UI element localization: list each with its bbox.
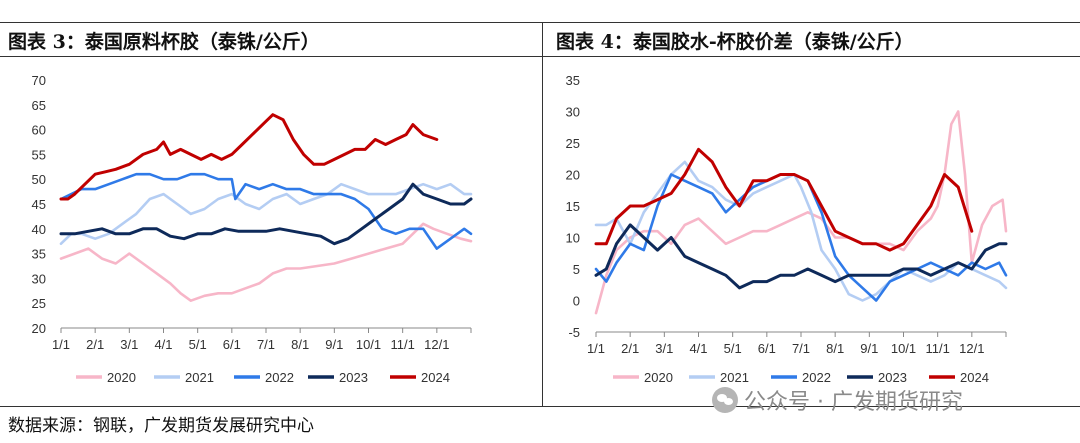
y-tick-label: 30 <box>32 271 46 286</box>
series-line-2024 <box>59 113 439 201</box>
y-tick-label: 35 <box>566 73 580 88</box>
x-tick-label: 4/1 <box>154 337 172 352</box>
y-tick-label: 70 <box>32 73 46 88</box>
panel-divider <box>542 22 543 406</box>
legend-label-2024: 2024 <box>960 370 989 385</box>
legend-label-2021: 2021 <box>185 370 214 385</box>
y-tick-label: 25 <box>32 296 46 311</box>
x-tick-label: 1/1 <box>587 341 605 356</box>
x-tick-label: 2/1 <box>621 341 639 356</box>
watermark: 公众号 · 广发期货研究 <box>712 384 963 416</box>
x-tick-label: 3/1 <box>655 341 673 356</box>
x-tick-label: 10/1 <box>891 341 916 356</box>
title-rule-right <box>543 56 1080 57</box>
title-rule-left <box>0 56 542 57</box>
series-line-2024 <box>594 147 974 252</box>
x-tick-label: 7/1 <box>792 341 810 356</box>
legend-label-2022: 2022 <box>802 370 831 385</box>
latex-cup-spread-chart: -5 0 5 10 15 20 25 30 35 1/1 2/1 3/1 4/1 5/1 6/1 7/1 8/1… <box>566 73 1008 385</box>
legend-label-2021: 2021 <box>720 370 749 385</box>
series-line-2020 <box>594 110 1008 315</box>
x-tick-label: 11/1 <box>390 337 414 352</box>
x-tick-label: 1/1 <box>52 337 70 352</box>
legend-label-2024: 2024 <box>421 370 450 385</box>
legend-label-2020: 2020 <box>644 370 673 385</box>
chart-title-right: 图表 4：泰国胶水-杯胶价差（泰铢/公斤） <box>556 31 914 53</box>
y-tick-label: 45 <box>32 197 46 212</box>
series-line-2022 <box>59 172 473 250</box>
x-tick-label: 12/1 <box>959 341 984 356</box>
x-tick-label: 7/1 <box>257 337 275 352</box>
x-tick-label: 8/1 <box>291 337 309 352</box>
y-tick-label: 50 <box>32 172 46 187</box>
y-tick-label: 55 <box>32 147 46 162</box>
legend-label-2023: 2023 <box>339 370 368 385</box>
legend-label-2020: 2020 <box>107 370 136 385</box>
x-tick-label: 9/1 <box>325 337 343 352</box>
legend-label-2022: 2022 <box>265 370 294 385</box>
x-tick-label: 9/1 <box>860 341 878 356</box>
x-tick-label: 4/1 <box>689 341 707 356</box>
y-tick-label: 35 <box>32 247 46 262</box>
series-line-2023 <box>594 223 1008 290</box>
series-line-2023 <box>59 182 473 246</box>
x-tick-label: 5/1 <box>724 341 742 356</box>
x-tick-label: 5/1 <box>189 337 207 352</box>
x-tick-label: 10/1 <box>356 337 381 352</box>
y-tick-label: 15 <box>566 199 580 214</box>
x-tick-label: 2/1 <box>86 337 104 352</box>
y-tick-label: 25 <box>566 136 580 151</box>
x-tick-label: 6/1 <box>758 341 776 356</box>
y-tick-label: 60 <box>32 123 46 138</box>
wechat-icon <box>712 387 738 413</box>
y-tick-label: 5 <box>573 262 580 277</box>
y-tick-label: -5 <box>568 325 580 340</box>
top-rule-right <box>543 22 1080 23</box>
y-tick-label: 40 <box>32 222 46 237</box>
y-tick-label: 20 <box>32 321 46 336</box>
x-tick-label: 6/1 <box>223 337 241 352</box>
x-tick-label: 3/1 <box>120 337 138 352</box>
x-tick-label: 8/1 <box>826 341 844 356</box>
top-rule-left <box>0 22 542 23</box>
watermark-text: 公众号 · 广发期货研究 <box>744 390 963 415</box>
x-tick-label: 11/1 <box>925 341 949 356</box>
x-tick-label: 12/1 <box>424 337 449 352</box>
y-tick-label: 10 <box>566 231 580 246</box>
source-note: 数据来源：钢联，广发期货发展研究中心 <box>8 416 314 436</box>
series-line-2021 <box>594 160 1008 302</box>
y-tick-label: 30 <box>566 105 580 120</box>
legend-label-2023: 2023 <box>878 370 907 385</box>
bottom-rule <box>0 406 1080 407</box>
y-tick-label: 65 <box>32 98 46 113</box>
chart-title-left: 图表 3：泰国原料杯胶（泰铢/公斤） <box>8 31 320 53</box>
cup-lump-price-chart: 20 25 30 35 40 45 50 55 60 65 70 1/1 2/1 3/1 4/1 5/1 6/1… <box>32 73 473 385</box>
y-tick-label: 0 <box>573 294 580 309</box>
y-tick-label: 20 <box>566 168 580 183</box>
series-line-2020 <box>59 222 473 302</box>
